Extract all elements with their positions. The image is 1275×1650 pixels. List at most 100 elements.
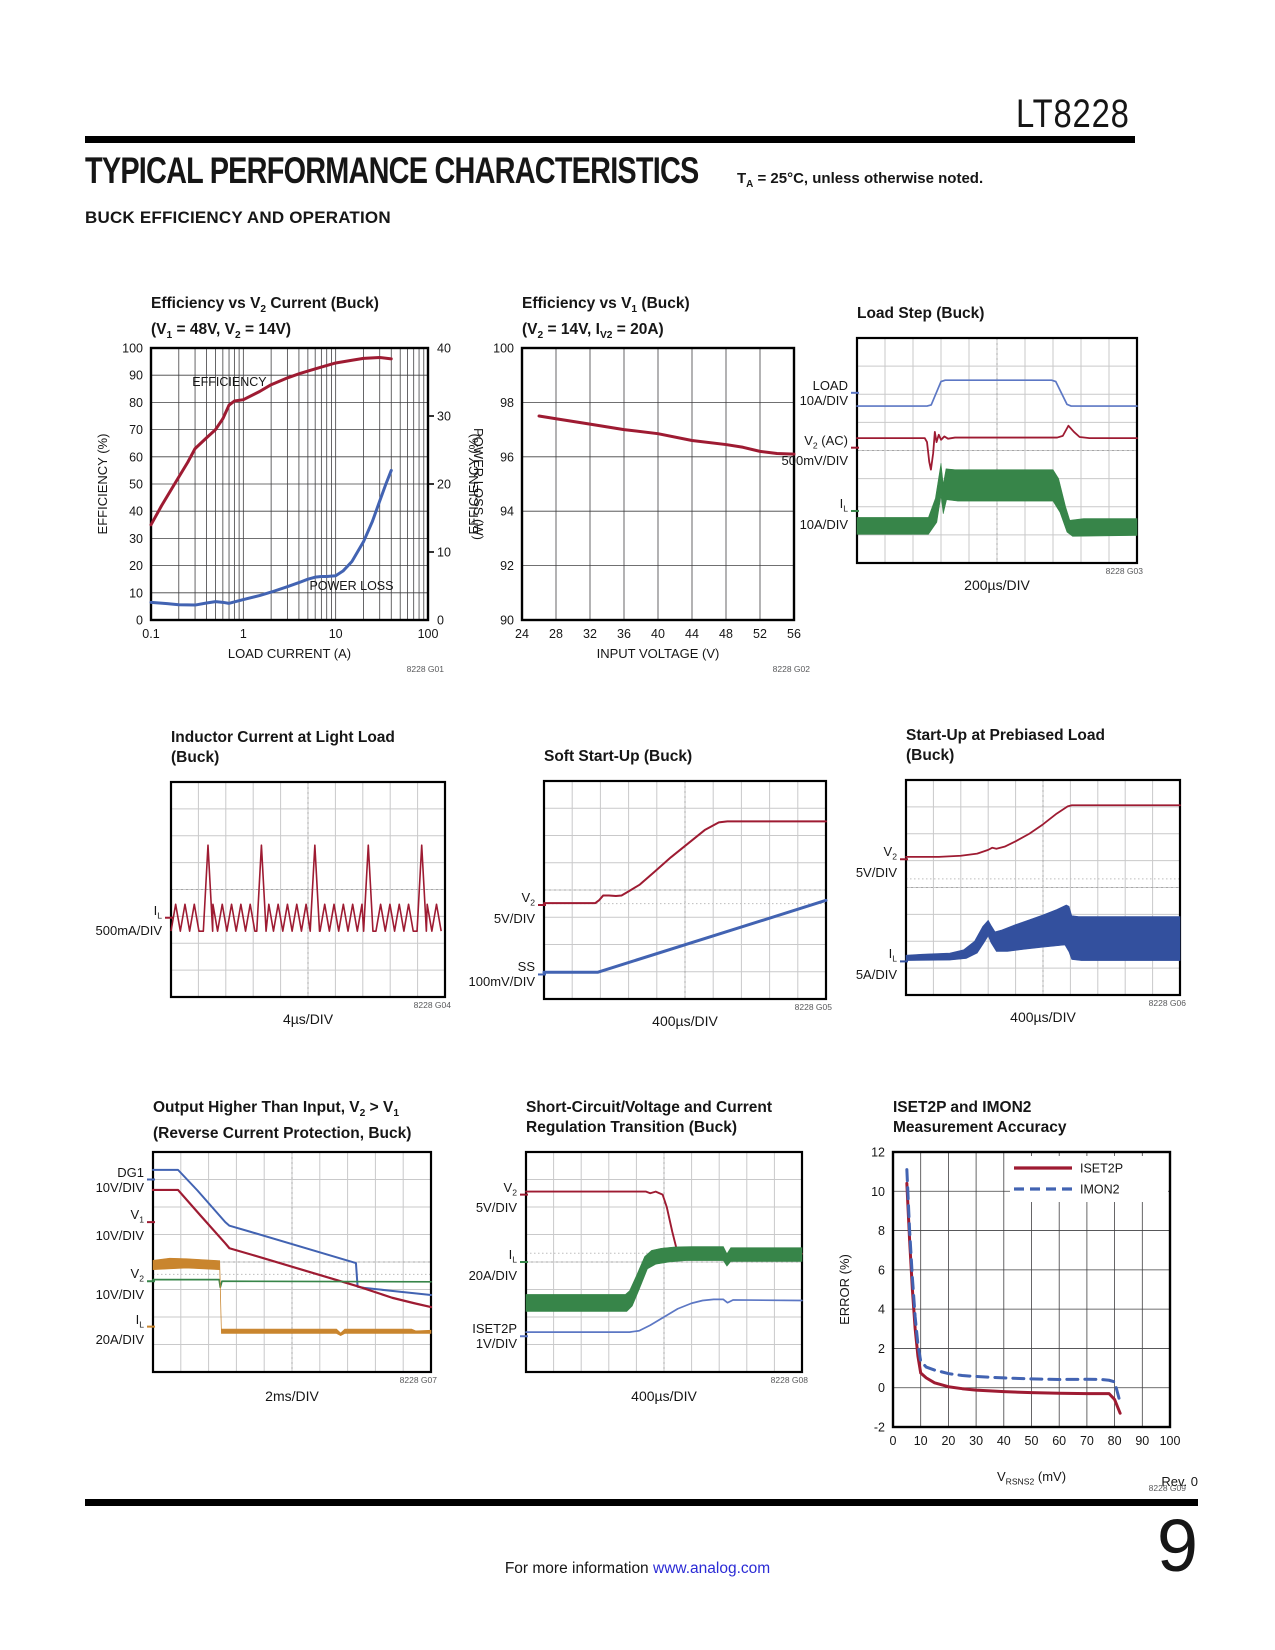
chart-efficiency-vs-v1-title: Efficiency vs V1 (Buck) (V2 = 14V, IV2 = … bbox=[522, 295, 690, 342]
svg-text:LOAD CURRENT (A): LOAD CURRENT (A) bbox=[228, 646, 351, 661]
chart-output-higher-than-input-label: DG1 10V/DIV bbox=[95, 1164, 144, 1195]
svg-text:30: 30 bbox=[969, 1434, 983, 1448]
svg-text:EFFICIENCY: EFFICIENCY bbox=[192, 375, 267, 389]
chart-start-up-prebiased-load-label: IL 5A/DIV bbox=[855, 946, 897, 982]
svg-text:60: 60 bbox=[1052, 1434, 1066, 1448]
header-rule bbox=[85, 136, 1135, 143]
svg-text:0: 0 bbox=[437, 614, 444, 628]
chart-load-step-canvas bbox=[851, 336, 1139, 565]
svg-text:90: 90 bbox=[500, 614, 514, 628]
svg-text:32: 32 bbox=[583, 627, 597, 641]
chart-start-up-prebiased-load-label: V2 5V/DIV bbox=[855, 844, 897, 880]
chart-soft-start-up-title: Soft Start-Up (Buck) bbox=[544, 748, 693, 765]
chart-load-step-tag: 8228 G03 bbox=[1105, 566, 1143, 576]
chart-iset2p-imon2-accuracy: ISET2P and IMON2 Measurement Accuracy 0 10 2… bbox=[760, 1040, 1215, 1500]
svg-text:ERROR (%): ERROR (%) bbox=[837, 1254, 852, 1325]
svg-text:0: 0 bbox=[878, 1381, 885, 1395]
analog-link[interactable]: www.analog.com bbox=[653, 1560, 771, 1577]
svg-text:92: 92 bbox=[500, 559, 514, 573]
chart-short-circuit-regulation-transition-title: Short-Circuit/Voltage and Current Regulat… bbox=[526, 1099, 773, 1136]
chart-output-higher-than-input: Output Higher Than Input, V2 > V1 (Revers… bbox=[85, 1040, 463, 1420]
svg-text:-2: -2 bbox=[874, 1421, 885, 1435]
chart-inductor-current-light-load-canvas bbox=[165, 780, 447, 999]
svg-text:44: 44 bbox=[685, 627, 699, 641]
chart-efficiency-vs-v2-current-tag: 8228 G01 bbox=[406, 664, 444, 674]
chart-iset2p-imon2-accuracy-canvas: 0 10 20 30 40 50 60 70 80 90 100 -2 0 2 4 6 8 10 12 ERROR (… bbox=[837, 1146, 1180, 1449]
part-number: LT8228 bbox=[1016, 92, 1130, 136]
svg-text:100: 100 bbox=[493, 342, 514, 356]
svg-text:20: 20 bbox=[129, 559, 143, 573]
chart-iset2p-imon2-accuracy-xlabel: VRSNS2 (mV) bbox=[996, 1469, 1067, 1487]
chart-load-step-label: IL 10A/DIV bbox=[799, 495, 848, 532]
svg-text:20: 20 bbox=[941, 1434, 955, 1448]
svg-text:10: 10 bbox=[437, 546, 451, 560]
chart-soft-start-up-caption: 400µs/DIV bbox=[652, 1013, 718, 1029]
chart-load-step-label: V2 (AC) 500mV/DIV bbox=[781, 432, 848, 469]
svg-text:40: 40 bbox=[651, 627, 665, 641]
svg-text:30: 30 bbox=[129, 532, 143, 546]
chart-start-up-prebiased-load-canvas bbox=[900, 778, 1182, 997]
chart-efficiency-vs-v1-canvas: 24 28 32 36 40 44 48 52 56 90 92 94 96 98 100 EFFICIENC… bbox=[466, 342, 801, 662]
svg-text:IMON2: IMON2 bbox=[1080, 1183, 1120, 1197]
revision-label: Rev. 0 bbox=[1161, 1474, 1198, 1489]
chart-short-circuit-regulation-transition-caption: 400µs/DIV bbox=[631, 1388, 697, 1404]
chart-load-step-caption: 200µs/DIV bbox=[964, 577, 1030, 593]
chart-start-up-prebiased-load-title: Start-Up at Prebiased Load (Buck) bbox=[906, 727, 1105, 764]
svg-text:EFFICIENCY (%): EFFICIENCY (%) bbox=[466, 434, 481, 535]
chart-output-higher-than-input-label: V1 10V/DIV bbox=[95, 1207, 144, 1243]
chart-short-circuit-regulation-transition-tag: 8228 G08 bbox=[770, 1375, 808, 1385]
chart-inductor-current-light-load-title: Inductor Current at Light Load (Buck) bbox=[171, 729, 395, 766]
chart-short-circuit-regulation-transition-label: IL 20A/DIV bbox=[468, 1247, 517, 1283]
svg-text:EFFICIENCY (%): EFFICIENCY (%) bbox=[95, 434, 110, 535]
svg-text:90: 90 bbox=[129, 369, 143, 383]
svg-text:10: 10 bbox=[914, 1434, 928, 1448]
svg-text:56: 56 bbox=[787, 627, 801, 641]
svg-text:70: 70 bbox=[1080, 1434, 1094, 1448]
svg-text:40: 40 bbox=[129, 505, 143, 519]
svg-text:2: 2 bbox=[878, 1342, 885, 1356]
chart-iset2p-imon2-accuracy-title: ISET2P and IMON2 Measurement Accuracy bbox=[893, 1099, 1067, 1136]
chart-load-step: Load Step (Buck) LOAD 10A/DIV V2 (AC) 500mV/… bbox=[760, 268, 1195, 608]
chart-soft-start-up-tag: 8228 G05 bbox=[794, 1002, 832, 1012]
chart-short-circuit-regulation-transition-label: V2 5V/DIV bbox=[475, 1179, 517, 1216]
chart-efficiency-vs-v1-tag: 8228 G02 bbox=[772, 664, 810, 674]
footer-info: For more information www.analog.com bbox=[0, 1560, 1275, 1578]
svg-text:POWER LOSS (W): POWER LOSS (W) bbox=[471, 428, 486, 540]
chart-load-step-label: LOAD 10A/DIV bbox=[799, 377, 848, 408]
chart-output-higher-than-input-title: Output Higher Than Input, V2 > V1 (Revers… bbox=[153, 1099, 412, 1143]
svg-text:30: 30 bbox=[437, 410, 451, 424]
svg-text:90: 90 bbox=[1135, 1434, 1149, 1448]
chart-inductor-current-light-load-label: IL 500mA/DIV bbox=[95, 902, 162, 939]
chart-short-circuit-regulation-transition-label: ISET2P 1V/DIV bbox=[472, 1321, 517, 1352]
chart-inductor-current-light-load-tag: 8228 G04 bbox=[413, 1000, 451, 1010]
chart-output-higher-than-input-label: IL 20A/DIV bbox=[95, 1311, 144, 1348]
chart-start-up-prebiased-load-caption: 400µs/DIV bbox=[1010, 1009, 1076, 1025]
chart-efficiency-vs-v2-current-canvas: 0.1 1 10 1000102030405060708090100010203040… bbox=[95, 342, 486, 662]
svg-text:0.1: 0.1 bbox=[142, 627, 159, 641]
chart-soft-start-up-label: V2 5V/DIV bbox=[493, 889, 535, 926]
svg-text:10: 10 bbox=[871, 1185, 885, 1199]
chart-efficiency-vs-v1: Efficiency vs V1 (Buck) (V2 = 14V, IV2 = … bbox=[450, 268, 830, 674]
chart-inductor-current-light-load-caption: 4µs/DIV bbox=[282, 1011, 334, 1027]
chart-short-circuit-regulation-transition: Short-Circuit/Voltage and Current Regulat… bbox=[450, 1040, 835, 1420]
svg-text:98: 98 bbox=[500, 396, 514, 410]
chart-output-higher-than-input-label: V2 10V/DIV bbox=[95, 1266, 144, 1302]
chart-soft-start-up-canvas bbox=[538, 779, 828, 1001]
condition-note: TA = 25°C, unless otherwise noted. bbox=[737, 170, 984, 190]
chart-efficiency-vs-v2-current-title: Efficiency vs V2 Current (Buck) (V1 = 48V… bbox=[151, 295, 379, 342]
svg-text:80: 80 bbox=[1108, 1434, 1122, 1448]
svg-text:100: 100 bbox=[418, 627, 439, 641]
svg-text:40: 40 bbox=[997, 1434, 1011, 1448]
chart-output-higher-than-input-caption: 2ms/DIV bbox=[265, 1388, 319, 1404]
chart-output-higher-than-input-canvas bbox=[147, 1150, 433, 1374]
chart-efficiency-vs-v2-current: Efficiency vs V2 Current (Buck) (V1 = 48V… bbox=[85, 268, 487, 674]
svg-text:70: 70 bbox=[129, 423, 143, 437]
svg-text:INPUT VOLTAGE (V): INPUT VOLTAGE (V) bbox=[597, 646, 720, 661]
svg-text:100: 100 bbox=[122, 342, 143, 356]
svg-text:10: 10 bbox=[329, 627, 343, 641]
chart-inductor-current-light-load: Inductor Current at Light Load (Buck) IL 50… bbox=[85, 686, 463, 1027]
svg-text:ISET2P: ISET2P bbox=[1080, 1162, 1123, 1176]
chart-soft-start-up: Soft Start-Up (Buck) V2 5V/DIV SS 100mV/DIV 4… bbox=[450, 686, 835, 1029]
svg-text:20: 20 bbox=[437, 478, 451, 492]
svg-text:0: 0 bbox=[890, 1434, 897, 1448]
